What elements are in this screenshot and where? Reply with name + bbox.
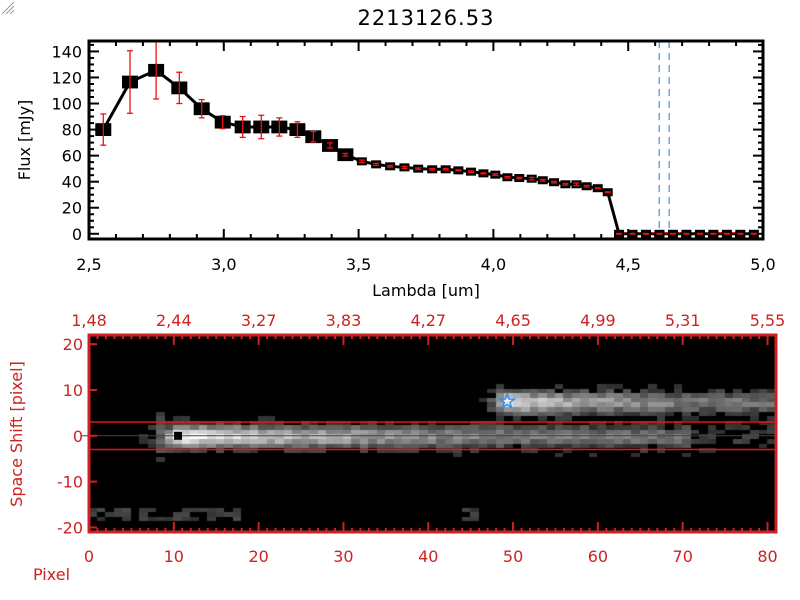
- y-tick-label: 100: [51, 95, 82, 114]
- image-frame: [87, 333, 778, 534]
- spectrum-plot: 2,5 3,0 3,5 4,0 4,5 5,0 0 20 40 60 80 100 120 140 Lam…: [15, 39, 776, 300]
- x-tick-label: 60: [588, 547, 608, 566]
- x-tick-label: 2,5: [76, 255, 101, 274]
- x-tick-label: 30: [333, 547, 353, 566]
- top-wavelength-label: 4,65: [495, 311, 531, 330]
- y-axis-label-space-shift: Space Shift [pixel]: [7, 361, 26, 507]
- x-tick-label: 70: [673, 547, 693, 566]
- top-wavelength-label: 5,31: [665, 311, 701, 330]
- y-tick-label: 120: [51, 68, 82, 87]
- x-tick-label: 4,5: [615, 255, 640, 274]
- spectral-image: [89, 335, 776, 532]
- y-tick-label: 20: [63, 335, 83, 354]
- top-wavelength-label: 2,44: [156, 311, 192, 330]
- y-tick-label: -10: [57, 473, 83, 492]
- source-square-marker: [174, 431, 183, 440]
- resize-grip-icon[interactable]: [0, 0, 14, 14]
- top-wavelength-label: 3,27: [241, 311, 277, 330]
- y-axis-label: Flux [mJy]: [15, 100, 34, 181]
- star-marker-icon: [497, 391, 517, 410]
- top-wavelength-label: 4,99: [580, 311, 616, 330]
- y-tick-label: -20: [57, 518, 83, 537]
- x-tick-label: 50: [503, 547, 523, 566]
- x-axis-label: Lambda [um]: [372, 281, 480, 300]
- y-tick-label: 80: [62, 121, 82, 140]
- x-tick-label: 4,0: [481, 255, 506, 274]
- plot-frame: [87, 39, 765, 241]
- x-tick-label: 20: [248, 547, 268, 566]
- y-tick-label: 0: [73, 427, 83, 446]
- y-tick-label: 20: [62, 199, 82, 218]
- y-tick-label: 60: [62, 147, 82, 166]
- y-tick-label: 0: [72, 225, 82, 244]
- x-tick-label: 5,0: [750, 255, 775, 274]
- x-axis-label-pixel: Pixel: [33, 565, 70, 584]
- y-tick-label: 40: [62, 173, 82, 192]
- top-wavelength-label: 4,27: [410, 311, 446, 330]
- y-tick-label: 10: [63, 381, 83, 400]
- x-tick-label: 3,5: [346, 255, 371, 274]
- top-wavelength-label: 1,48: [71, 311, 107, 330]
- x-tick-label: 0: [84, 547, 94, 566]
- x-tick-label: 40: [418, 547, 438, 566]
- top-wavelength-label: 3,83: [326, 311, 362, 330]
- chart-title: 2213126.53: [357, 6, 495, 30]
- x-tick-label: 80: [757, 547, 777, 566]
- x-tick-label: 3,0: [211, 255, 236, 274]
- y-tick-label: 140: [51, 42, 82, 61]
- top-wavelength-label: 5,55: [750, 311, 786, 330]
- x-tick-label: 10: [164, 547, 184, 566]
